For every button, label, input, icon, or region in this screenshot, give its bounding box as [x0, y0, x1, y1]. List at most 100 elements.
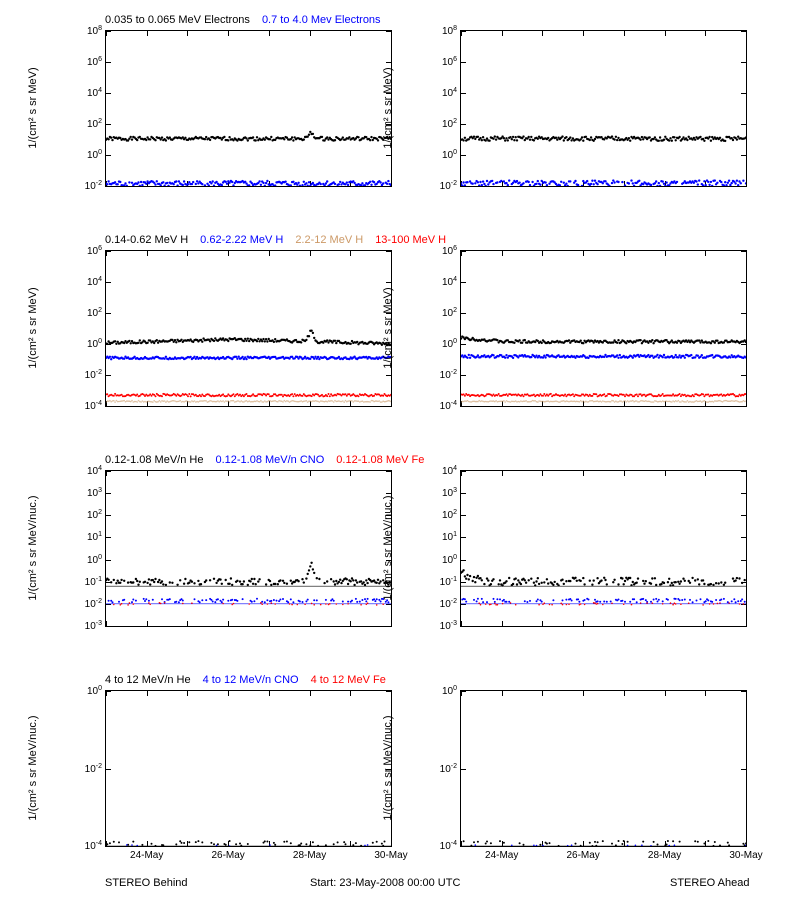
ytick-mark — [461, 406, 466, 407]
ytick-label: 102 — [87, 118, 106, 130]
xtick-mark — [746, 181, 747, 186]
ytick-mark — [386, 406, 391, 407]
ytick-label: 10-4 — [85, 400, 106, 412]
xtick-mark — [391, 471, 392, 476]
chart-svg — [106, 691, 391, 846]
panel-r3-c1: 10-410-210024-May26-May28-May30-May — [460, 690, 747, 847]
ytick-label: 10-4 — [85, 840, 106, 852]
ytick-mark — [741, 186, 746, 187]
xtick-mark — [746, 251, 747, 256]
ytick-label: 102 — [87, 307, 106, 319]
panel-title-group: 0.035 to 0.065 MeV Electrons0.7 to 4.0 M… — [105, 14, 393, 26]
panel-r0-c1: 10-2100102104106108 — [460, 30, 747, 187]
xtick-mark — [391, 691, 392, 696]
series-title: 0.62-2.22 MeV H — [200, 234, 283, 246]
ytick-label: 10-2 — [85, 762, 106, 774]
y-axis-label: 1/(cm² s sr MeV/nuc.) — [382, 708, 394, 828]
series-points — [106, 562, 391, 587]
ytick-label: 103 — [87, 487, 106, 499]
ytick-mark — [106, 186, 111, 187]
panel-r1-c1: 10-410-2100102104106 — [460, 250, 747, 407]
ytick-label: 100 — [87, 685, 106, 697]
ytick-mark — [106, 846, 111, 847]
ytick-mark — [461, 186, 466, 187]
ytick-label: 102 — [442, 509, 461, 521]
footer-center-label: Start: 23-May-2008 00:00 UTC — [310, 877, 460, 889]
ytick-label: 102 — [442, 118, 461, 130]
ytick-label: 106 — [442, 245, 461, 257]
y-axis-label: 1/(cm² s sr MeV) — [382, 268, 394, 388]
series-points — [106, 180, 391, 186]
chart-svg — [106, 471, 391, 626]
ytick-label: 10-4 — [440, 840, 461, 852]
xtick-label: 28-May — [293, 846, 326, 861]
series-points — [106, 131, 391, 142]
ytick-label: 104 — [442, 87, 461, 99]
ytick-mark — [461, 846, 466, 847]
y-axis-label: 1/(cm² s sr MeV/nuc.) — [382, 488, 394, 608]
xtick-label: 24-May — [485, 846, 518, 861]
series-points — [106, 330, 391, 347]
ytick-label: 108 — [442, 25, 461, 37]
y-axis-label: 1/(cm² s sr MeV) — [27, 48, 39, 168]
ytick-mark — [106, 406, 111, 407]
y-axis-label: 1/(cm² s sr MeV/nuc.) — [27, 488, 39, 608]
xtick-label: 30-May — [729, 846, 762, 861]
ytick-label: 100 — [442, 685, 461, 697]
series-points — [461, 135, 746, 142]
series-points — [106, 400, 391, 403]
ytick-mark — [106, 626, 111, 627]
ytick-label: 106 — [442, 56, 461, 68]
ytick-label: 102 — [87, 509, 106, 521]
ytick-mark — [741, 406, 746, 407]
ytick-label: 10-2 — [85, 369, 106, 381]
panel-title-group: 4 to 12 MeV/n He4 to 12 MeV/n CNO4 to 12… — [105, 674, 398, 686]
xtick-label: 26-May — [211, 846, 244, 861]
ytick-label: 100 — [442, 149, 461, 161]
series-title: 0.12-1.08 MeV Fe — [336, 454, 424, 466]
footer-right-label: STEREO Ahead — [670, 877, 750, 889]
panel-r1-c0: 10-410-2100102104106 — [105, 250, 392, 407]
xtick-mark — [391, 841, 392, 846]
ytick-label: 10-2 — [85, 180, 106, 192]
ytick-label: 10-3 — [85, 620, 106, 632]
ytick-label: 10-2 — [440, 598, 461, 610]
ytick-label: 101 — [87, 531, 106, 543]
series-points — [463, 840, 746, 846]
ytick-label: 10-1 — [440, 576, 461, 588]
xtick-mark — [391, 31, 392, 36]
ytick-label: 108 — [87, 25, 106, 37]
panel-r2-c0: 10-310-210-1100101102103104 — [105, 470, 392, 627]
series-title: 0.12-1.08 MeV/n He — [105, 454, 203, 466]
chart-svg — [106, 31, 391, 186]
y-axis-label: 1/(cm² s sr MeV/nuc.) — [27, 708, 39, 828]
chart-svg — [461, 691, 746, 846]
ytick-label: 10-2 — [85, 598, 106, 610]
chart-svg — [106, 251, 391, 406]
ytick-mark — [386, 626, 391, 627]
xtick-mark — [746, 841, 747, 846]
ytick-label: 104 — [87, 276, 106, 288]
ytick-label: 10-2 — [440, 180, 461, 192]
ytick-mark — [386, 186, 391, 187]
ytick-label: 106 — [87, 245, 106, 257]
ytick-label: 10-3 — [440, 620, 461, 632]
xtick-label: 28-May — [648, 846, 681, 861]
ytick-label: 104 — [87, 87, 106, 99]
chart-svg — [461, 471, 746, 626]
ytick-mark — [461, 626, 466, 627]
xtick-mark — [391, 401, 392, 406]
series-title: 4 to 12 MeV/n CNO — [203, 674, 299, 686]
ytick-label: 104 — [442, 465, 461, 477]
series-points — [461, 393, 746, 398]
y-axis-label: 1/(cm² s sr MeV) — [27, 268, 39, 388]
series-title: 13-100 MeV H — [375, 234, 446, 246]
series-points — [108, 598, 390, 604]
ytick-label: 10-1 — [85, 576, 106, 588]
ytick-label: 104 — [87, 465, 106, 477]
panel-r3-c0: 10-410-210024-May26-May28-May30-May — [105, 690, 392, 847]
series-title: 0.14-0.62 MeV H — [105, 234, 188, 246]
panel-r0-c0: 10-2100102104106108 — [105, 30, 392, 187]
panel-title-group: 0.14-0.62 MeV H0.62-2.22 MeV H2.2-12 MeV… — [105, 234, 458, 246]
y-axis-label: 1/(cm² s sr MeV) — [382, 48, 394, 168]
